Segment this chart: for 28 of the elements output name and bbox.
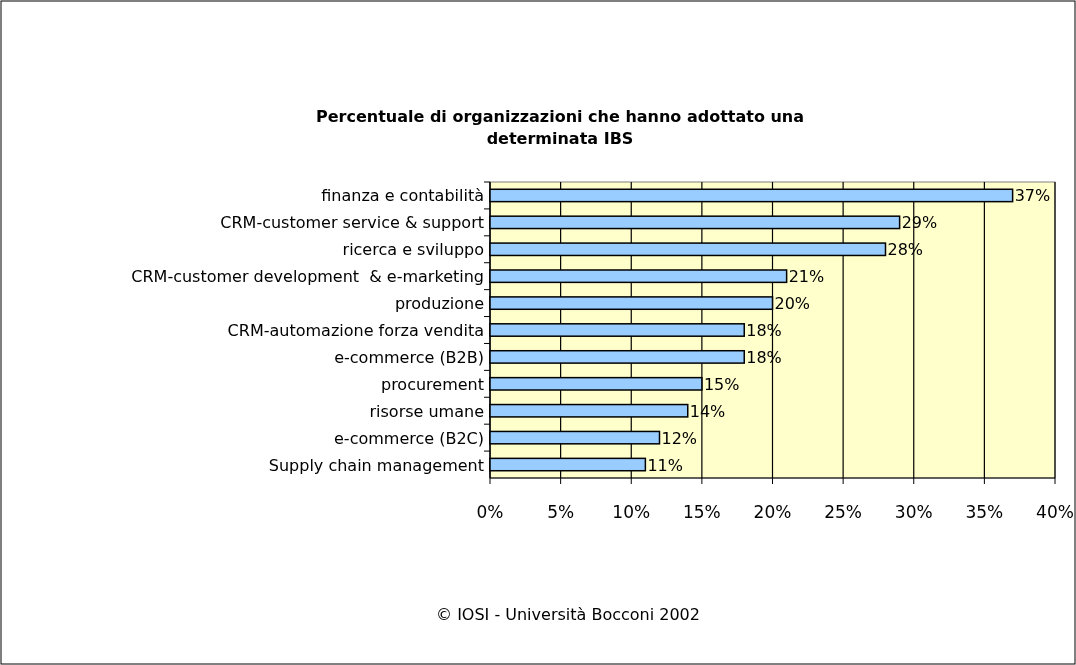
x-tick-label: 25% bbox=[824, 502, 863, 522]
data-label: 21% bbox=[788, 267, 825, 287]
data-label: 20% bbox=[774, 294, 811, 314]
x-tick-label: 10% bbox=[612, 502, 651, 522]
x-tick-label: 5% bbox=[547, 502, 575, 522]
x-tick-label: 15% bbox=[682, 502, 721, 522]
y-tick-label: Supply chain management bbox=[268, 455, 484, 475]
y-tick-label: e-commerce (B2C) bbox=[334, 428, 484, 448]
x-tick-label: 35% bbox=[965, 502, 1004, 522]
x-tick-label: 30% bbox=[894, 502, 933, 522]
data-label: 15% bbox=[703, 374, 740, 394]
x-tick-label: 0% bbox=[476, 502, 504, 522]
y-tick-label: CRM-automazione forza vendita bbox=[227, 321, 484, 340]
y-tick-label: risorse umane bbox=[369, 401, 484, 421]
chart-title: Percentuale di organizzazioni che hanno adottato una determinata IBS bbox=[315, 107, 805, 148]
data-label: 11% bbox=[647, 455, 683, 475]
x-tick-label: 20% bbox=[753, 502, 792, 522]
y-tick-label: produzione bbox=[394, 294, 484, 314]
y-tick-label: CRM-customer service & support bbox=[220, 213, 484, 233]
data-label: 37% bbox=[1014, 186, 1051, 206]
y-tick-label: CRM-customer development & e-marketing bbox=[131, 267, 484, 287]
data-label: 12% bbox=[661, 428, 698, 448]
text: © IOSI - Università Bocconi 2002 bbox=[436, 605, 700, 624]
y-tick-label: ricerca e sviluppo bbox=[342, 240, 484, 260]
y-tick-label: procurement bbox=[380, 374, 484, 394]
x-tick-label: 40% bbox=[1036, 502, 1074, 522]
y-tick-label: finanza e contabilità bbox=[321, 186, 484, 206]
y-tick-label: e-commerce (B2B) bbox=[334, 347, 484, 367]
